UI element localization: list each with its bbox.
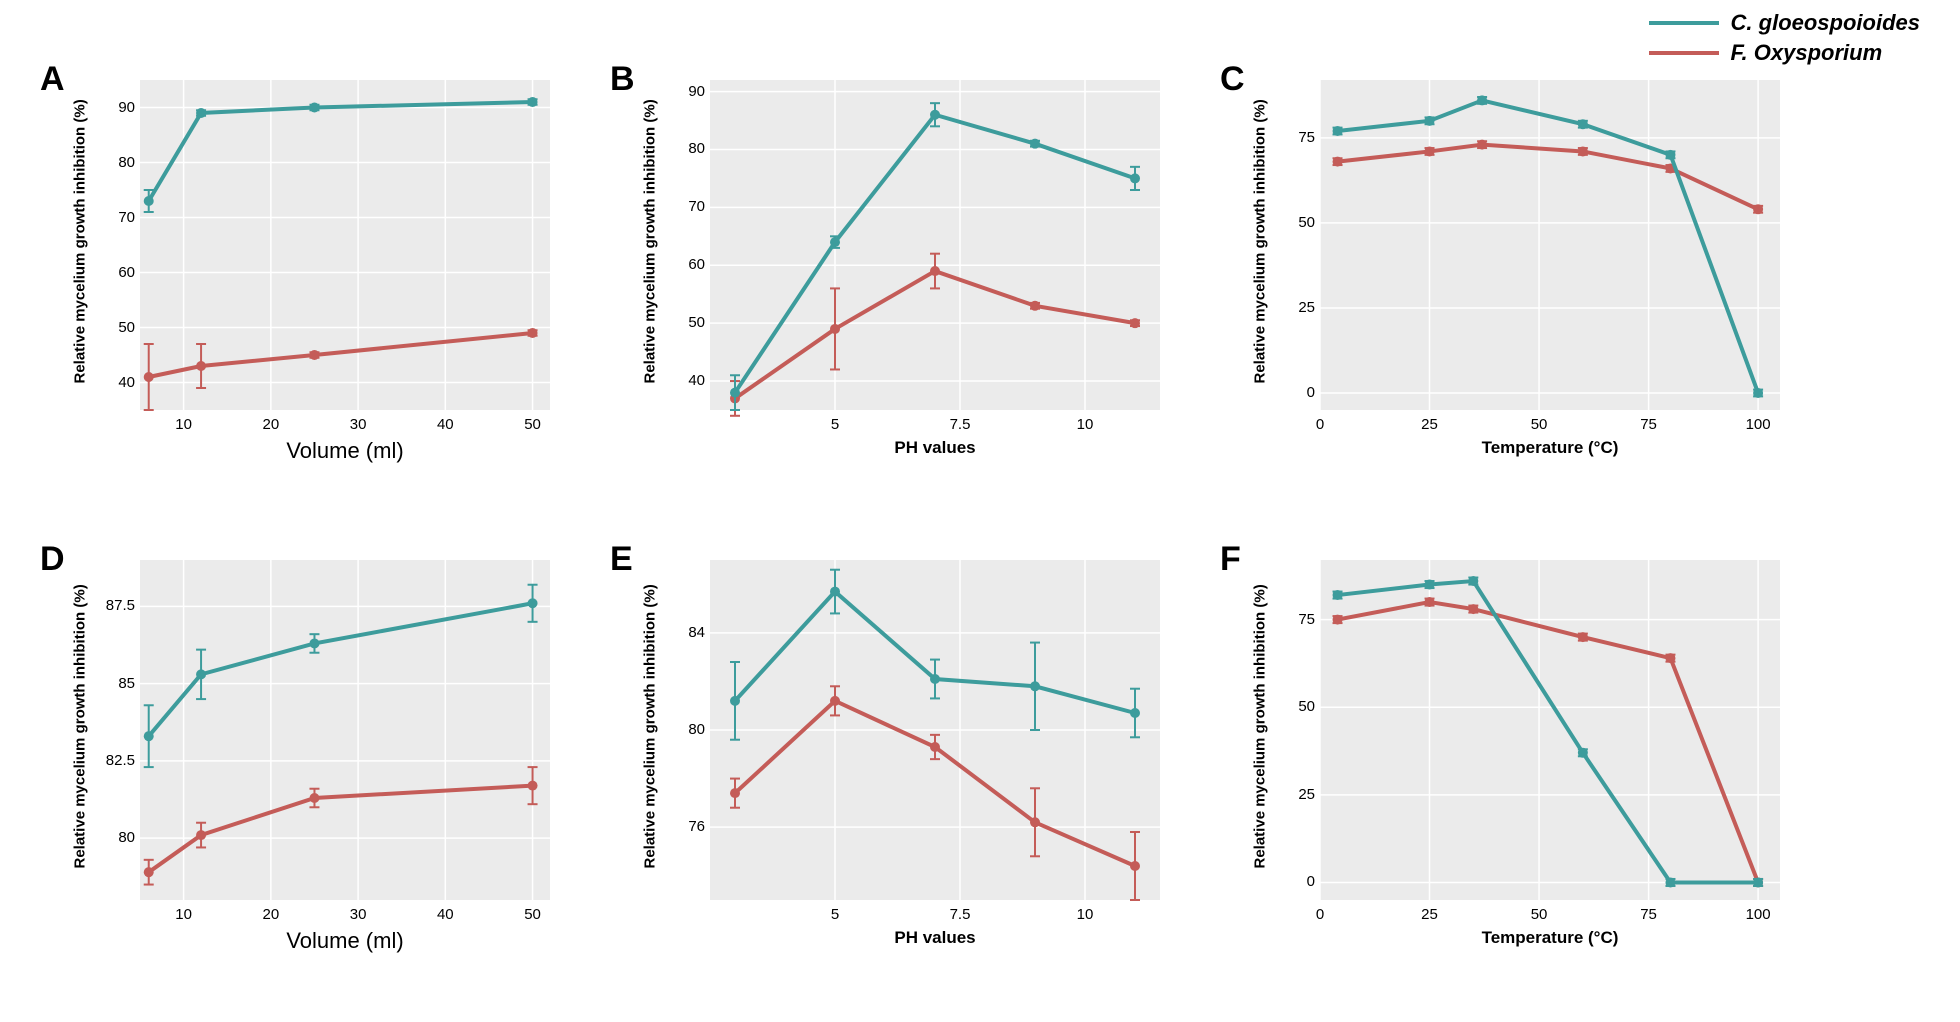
- xtick-label: 100: [1738, 906, 1778, 923]
- ytick-label: 40: [665, 372, 705, 389]
- ytick-label: 25: [1275, 299, 1315, 316]
- ytick-label: 60: [665, 256, 705, 273]
- xtick-label: 30: [338, 416, 378, 433]
- xtick-label: 0: [1300, 906, 1340, 923]
- xlabel-B: PH values: [835, 438, 1035, 458]
- xtick-label: 5: [815, 416, 855, 433]
- ytick-label: 76: [665, 818, 705, 835]
- chart-svg-D: [140, 560, 550, 900]
- ytick-label: 50: [1275, 698, 1315, 715]
- chart-svg-E: [710, 560, 1160, 900]
- xtick-label: 50: [1519, 416, 1559, 433]
- ytick-label: 82.5: [95, 752, 135, 769]
- legend-swatch-2: [1649, 51, 1719, 55]
- ytick-label: 40: [95, 374, 135, 391]
- xtick-label: 7.5: [940, 416, 980, 433]
- ytick-label: 80: [665, 140, 705, 157]
- ytick-label: 90: [95, 99, 135, 116]
- legend-swatch-1: [1649, 21, 1719, 25]
- ytick-label: 80: [95, 154, 135, 171]
- ytick-label: 85: [95, 675, 135, 692]
- xtick-label: 40: [425, 416, 465, 433]
- xtick-label: 10: [164, 416, 204, 433]
- legend-label-2: F. Oxysporium: [1731, 40, 1883, 66]
- xlabel-A: Volume (ml): [245, 438, 445, 464]
- ylabel-A: Relative mycelium growth inhibition (%): [72, 104, 89, 384]
- ytick-label: 50: [95, 319, 135, 336]
- panel-letter-D: D: [40, 540, 65, 579]
- legend-label-1: C. gloeospoioides: [1731, 10, 1920, 36]
- xtick-label: 50: [513, 906, 553, 923]
- ytick-label: 90: [665, 83, 705, 100]
- xlabel-D: Volume (ml): [245, 928, 445, 954]
- xtick-label: 10: [1065, 416, 1105, 433]
- panel-letter-B: B: [610, 60, 635, 99]
- xtick-label: 50: [1519, 906, 1559, 923]
- ytick-label: 50: [665, 314, 705, 331]
- ytick-label: 25: [1275, 786, 1315, 803]
- chart-svg-A: [140, 80, 550, 410]
- xtick-label: 25: [1410, 906, 1450, 923]
- ytick-label: 84: [665, 624, 705, 641]
- xlabel-F: Temperature (°C): [1450, 928, 1650, 948]
- ytick-label: 80: [95, 829, 135, 846]
- xtick-label: 0: [1300, 416, 1340, 433]
- ytick-label: 80: [665, 721, 705, 738]
- legend: C. gloeospoioides F. Oxysporium: [1649, 10, 1920, 70]
- ytick-label: 50: [1275, 214, 1315, 231]
- xlabel-E: PH values: [835, 928, 1035, 948]
- chart-svg-B: [710, 80, 1160, 410]
- xtick-label: 20: [251, 906, 291, 923]
- ytick-label: 0: [1275, 873, 1315, 890]
- xtick-label: 75: [1629, 906, 1669, 923]
- xlabel-C: Temperature (°C): [1450, 438, 1650, 458]
- ylabel-B: Relative mycelium growth inhibition (%): [642, 104, 659, 384]
- panel-letter-E: E: [610, 540, 633, 579]
- ylabel-F: Relative mycelium growth inhibition (%): [1252, 589, 1269, 869]
- xtick-label: 10: [1065, 906, 1105, 923]
- xtick-label: 50: [513, 416, 553, 433]
- panel-letter-F: F: [1220, 540, 1241, 579]
- xtick-label: 75: [1629, 416, 1669, 433]
- xtick-label: 7.5: [940, 906, 980, 923]
- xtick-label: 5: [815, 906, 855, 923]
- ytick-label: 60: [95, 264, 135, 281]
- ylabel-E: Relative mycelium growth inhibition (%): [642, 589, 659, 869]
- ytick-label: 0: [1275, 384, 1315, 401]
- xtick-label: 10: [164, 906, 204, 923]
- ylabel-D: Relative mycelium growth inhibition (%): [72, 589, 89, 869]
- ytick-label: 87.5: [95, 597, 135, 614]
- xtick-label: 25: [1410, 416, 1450, 433]
- chart-svg-F: [1320, 560, 1780, 900]
- legend-item-2: F. Oxysporium: [1649, 40, 1920, 66]
- ylabel-C: Relative mycelium growth inhibition (%): [1252, 104, 1269, 384]
- chart-svg-C: [1320, 80, 1780, 410]
- ytick-label: 75: [1275, 611, 1315, 628]
- ytick-label: 70: [95, 209, 135, 226]
- panel-letter-C: C: [1220, 60, 1245, 99]
- xtick-label: 40: [425, 906, 465, 923]
- ytick-label: 70: [665, 198, 705, 215]
- xtick-label: 100: [1738, 416, 1778, 433]
- xtick-label: 20: [251, 416, 291, 433]
- legend-item-1: C. gloeospoioides: [1649, 10, 1920, 36]
- panel-letter-A: A: [40, 60, 65, 99]
- xtick-label: 30: [338, 906, 378, 923]
- ytick-label: 75: [1275, 129, 1315, 146]
